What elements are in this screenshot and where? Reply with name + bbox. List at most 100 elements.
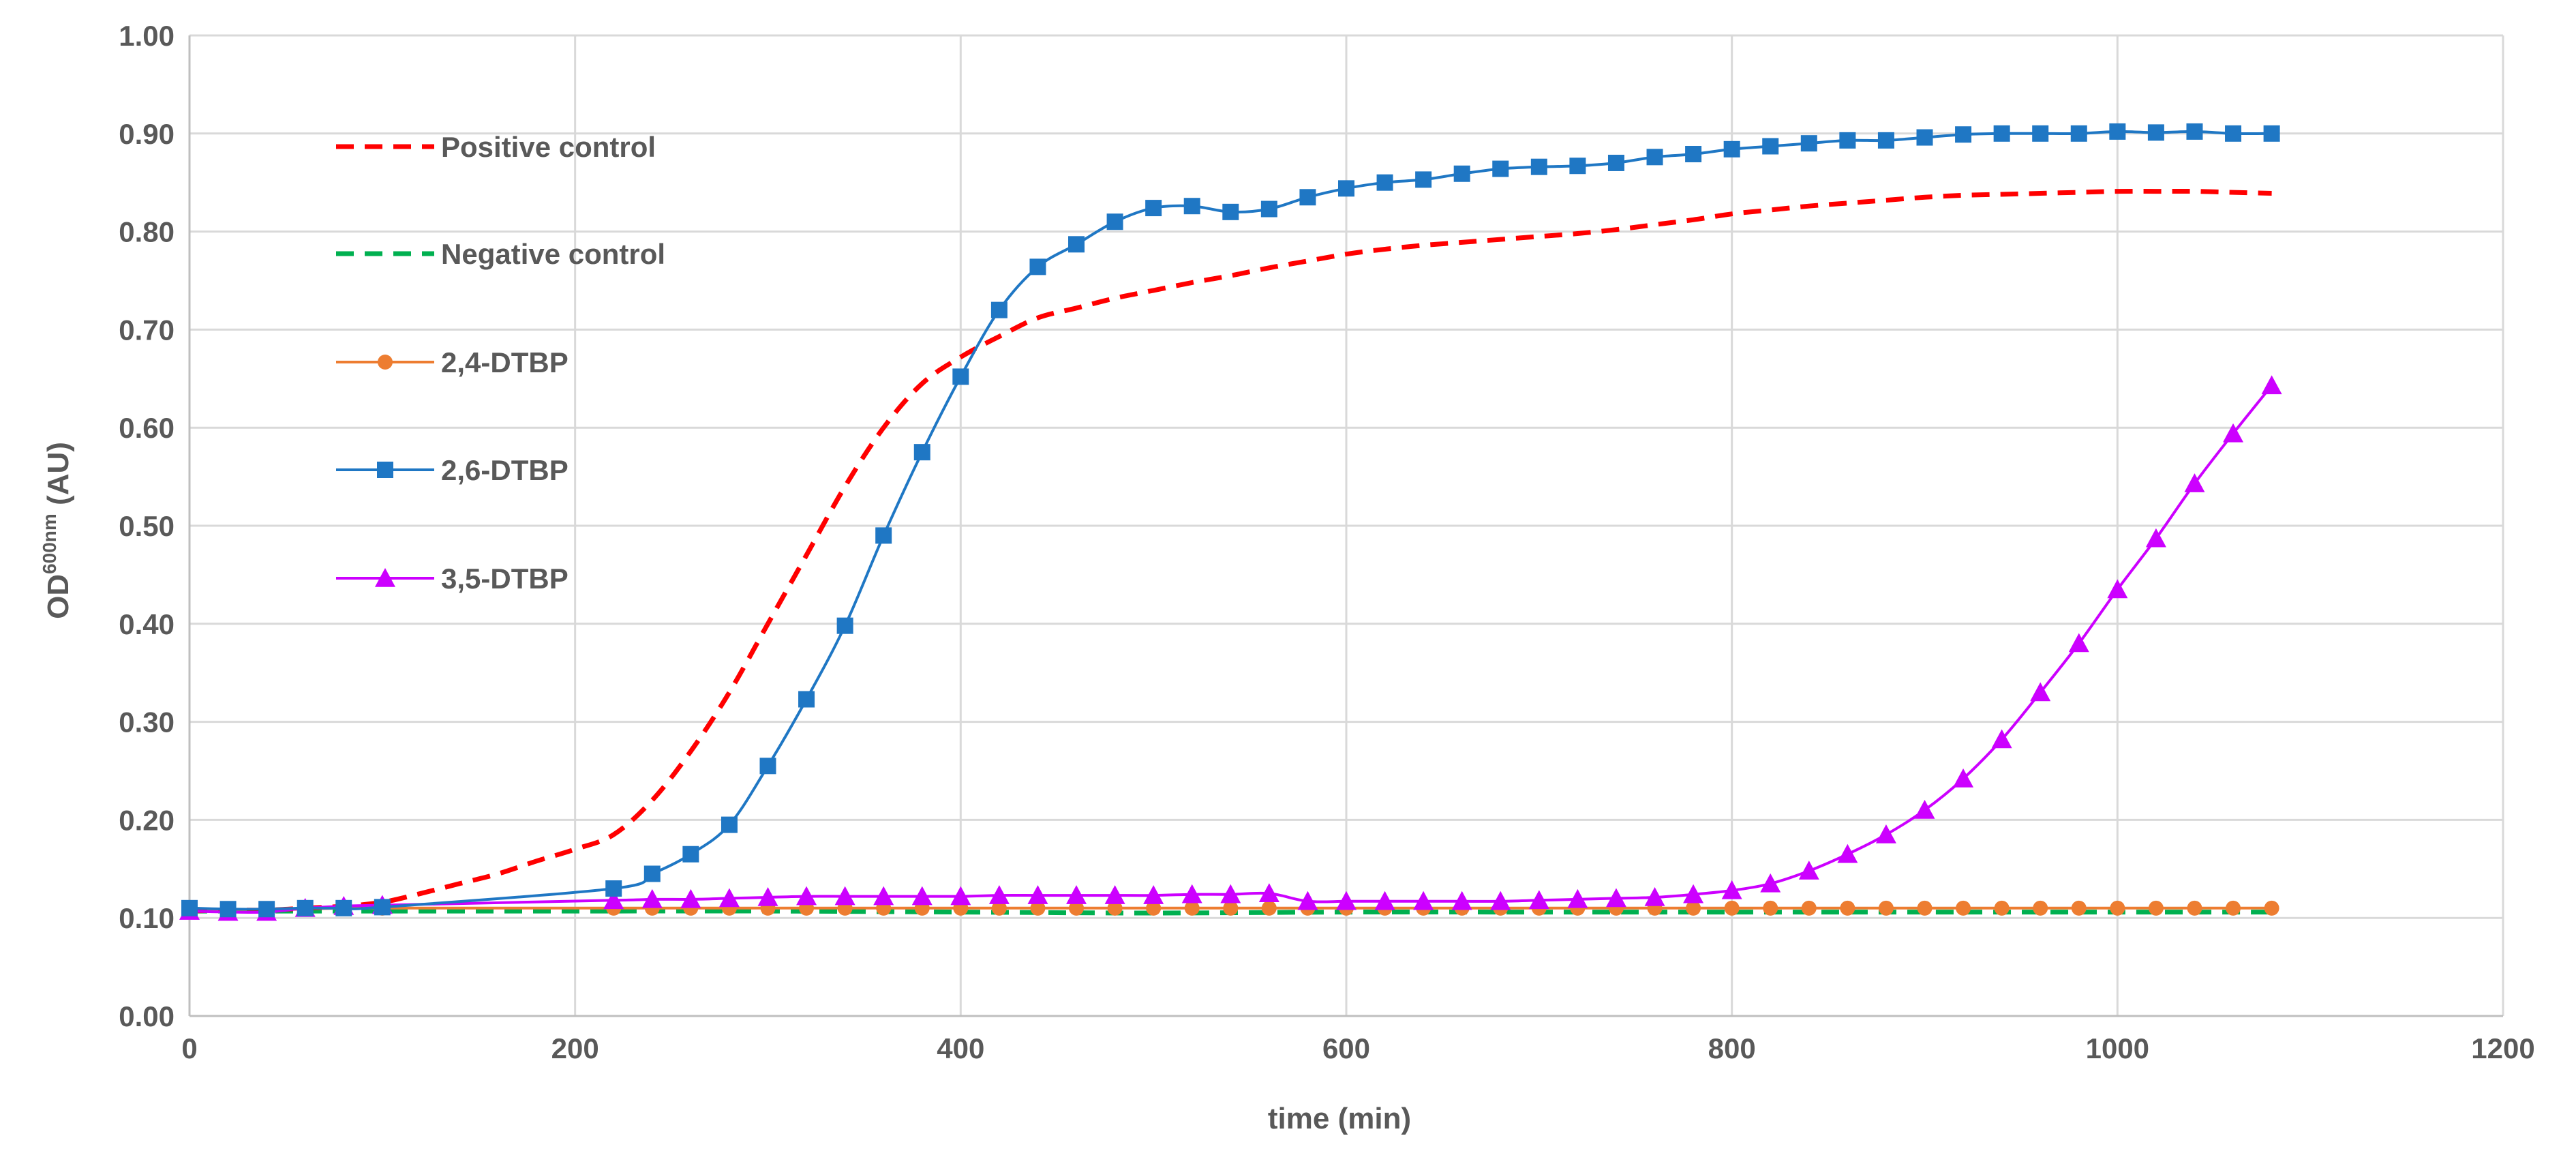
- data-point: [1605, 888, 1626, 908]
- data-point: [718, 888, 740, 908]
- data-point: [682, 846, 699, 863]
- data-point: [798, 691, 815, 708]
- data-point: [1685, 145, 1702, 162]
- data-point: [1030, 900, 1046, 916]
- data-point: [1299, 189, 1316, 206]
- data-point: [2030, 682, 2051, 702]
- x-tick-label: 400: [937, 1032, 984, 1064]
- legend-swatch-marker: [377, 462, 393, 478]
- x-tick-label: 600: [1322, 1032, 1370, 1064]
- data-point: [2264, 900, 2279, 916]
- data-point: [1069, 900, 1085, 916]
- data-point: [1723, 140, 1740, 158]
- data-point: [1530, 158, 1547, 175]
- legend-label: 2,6-DTBP: [441, 454, 569, 486]
- x-tick-label: 0: [181, 1032, 197, 1064]
- data-point: [2186, 123, 2203, 140]
- data-point: [1027, 885, 1048, 904]
- data-point: [2070, 125, 2087, 142]
- y-axis-title-suffix: (AU): [42, 442, 75, 513]
- data-point: [2148, 900, 2164, 916]
- data-point: [1104, 885, 1125, 904]
- legend-label: Negative control: [441, 238, 665, 270]
- data-point: [1106, 213, 1123, 230]
- data-point: [1877, 132, 1894, 149]
- data-point: [1993, 125, 2010, 142]
- series-line: [190, 908, 2272, 916]
- data-point: [181, 899, 198, 916]
- data-point: [1760, 873, 1781, 893]
- data-point: [1953, 768, 1974, 788]
- data-point: [1763, 900, 1778, 916]
- data-point: [1145, 200, 1162, 217]
- data-point: [2145, 528, 2166, 548]
- data-point: [1991, 729, 2012, 749]
- x-tick-label: 1000: [2086, 1032, 2149, 1064]
- data-point: [952, 368, 969, 385]
- y-tick-label: 0.00: [119, 1000, 175, 1032]
- data-point: [1683, 884, 1704, 903]
- data-point: [834, 886, 855, 906]
- legend-item: 2,6-DTBP: [336, 454, 569, 486]
- data-point: [1528, 890, 1549, 910]
- data-point: [1413, 891, 1434, 910]
- data-point: [2071, 900, 2087, 916]
- legend-swatch-marker: [375, 568, 395, 587]
- data-point: [1840, 900, 1855, 916]
- data-point: [1415, 171, 1432, 188]
- data-point: [1183, 198, 1200, 215]
- data-point: [1338, 180, 1354, 197]
- series-2,6-DTBP: [181, 123, 2280, 918]
- data-point: [1839, 132, 1856, 149]
- x-tick-label: 800: [1708, 1032, 1756, 1064]
- data-point: [759, 758, 776, 775]
- y-tick-label: 0.30: [119, 706, 175, 738]
- data-point: [1258, 883, 1279, 902]
- data-point: [1336, 891, 1357, 910]
- data-point: [2261, 375, 2282, 395]
- data-point: [1490, 891, 1511, 910]
- data-point: [1917, 900, 1933, 916]
- data-point: [757, 887, 778, 906]
- data-point: [873, 886, 894, 906]
- legend-label: Positive control: [441, 131, 656, 163]
- series-line: [189, 189, 2272, 914]
- y-tick-label: 0.50: [119, 510, 175, 542]
- data-point: [605, 880, 622, 897]
- data-point: [2147, 124, 2164, 141]
- data-point: [1646, 149, 1663, 166]
- data-point: [2032, 125, 2049, 142]
- x-axis-title: time (min): [1268, 1102, 1411, 1135]
- legend: Positive control Negative control 2,4-DTBP…: [336, 131, 665, 595]
- data-point: [1451, 891, 1472, 910]
- data-point: [1297, 891, 1318, 910]
- data-point: [2107, 579, 2128, 599]
- data-point: [875, 527, 892, 544]
- data-point: [643, 865, 661, 882]
- data-point: [1994, 900, 2010, 916]
- plot-series: [179, 123, 2282, 921]
- data-point: [1721, 880, 1742, 899]
- data-point: [2184, 473, 2205, 492]
- data-point: [297, 899, 314, 916]
- y-tick-label: 0.60: [119, 412, 175, 444]
- y-axis-title: OD600nm (AU): [39, 442, 75, 619]
- data-point: [2110, 900, 2125, 916]
- y-tick-label: 0.70: [119, 314, 175, 346]
- y-tick-label: 0.20: [119, 804, 175, 836]
- legend-swatch-marker: [378, 355, 393, 370]
- data-point: [1837, 843, 1858, 863]
- y-axis-title-main: OD: [42, 574, 75, 619]
- data-point: [2109, 123, 2126, 140]
- data-point: [2223, 423, 2244, 443]
- data-point: [1916, 129, 1933, 146]
- data-point: [1956, 900, 1971, 916]
- data-point: [374, 899, 391, 916]
- data-point: [219, 901, 237, 918]
- x-tick-label: 200: [551, 1032, 599, 1064]
- data-point: [1800, 135, 1817, 152]
- data-point: [1143, 885, 1164, 904]
- legend-item: Negative control: [336, 238, 665, 270]
- data-point: [1798, 861, 1819, 880]
